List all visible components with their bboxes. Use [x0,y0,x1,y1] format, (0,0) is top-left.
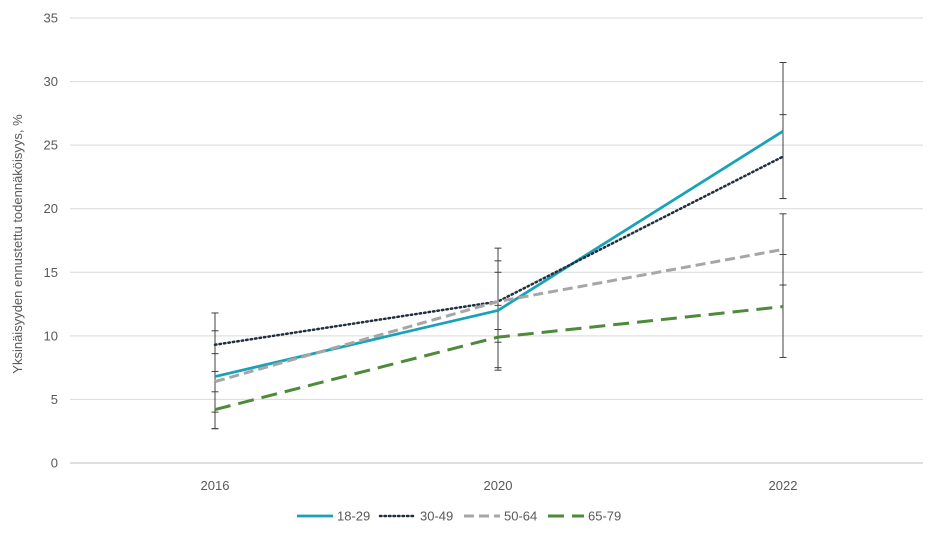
y-tick-label: 5 [51,392,58,407]
y-tick-label: 10 [44,328,58,343]
legend-label: 30-49 [420,509,453,524]
y-axis-label: Yksinäisyyden ennustettu todennäköisyys,… [10,114,25,374]
legend-item: 50-64 [464,509,537,524]
y-axis-ticks: 0 5 10 15 20 25 30 35 [44,11,58,471]
x-tick-label: 2022 [769,478,798,493]
legend-label: 65-79 [588,509,621,524]
legend-label: 50-64 [504,509,537,524]
legend-item: 30-49 [378,509,453,524]
error-bars [211,62,787,430]
x-tick-label: 2016 [201,478,230,493]
y-tick-label: 20 [44,201,58,216]
error-bar [779,114,787,200]
series-line-18-29 [214,129,784,378]
y-tick-label: 30 [44,74,58,89]
series-line-50-64 [214,247,784,384]
gridlines [70,17,923,464]
y-tick-label: 0 [51,456,58,471]
series-line-30-49 [213,155,785,347]
y-tick-label: 25 [44,138,58,153]
legend-item: 18-29 [297,509,370,524]
error-bar [211,391,219,430]
series-lines [213,129,785,412]
series-line-65-79 [214,305,784,412]
error-bar [779,253,787,358]
y-tick-label: 35 [44,11,58,26]
y-tick-label: 15 [44,265,58,280]
x-axis-ticks: 2016 2020 2022 [201,478,798,493]
x-tick-label: 2020 [484,478,513,493]
legend-item: 65-79 [548,509,621,524]
legend: 18-29 30-49 50-64 65-79 [297,509,621,524]
legend-label: 18-29 [337,509,370,524]
